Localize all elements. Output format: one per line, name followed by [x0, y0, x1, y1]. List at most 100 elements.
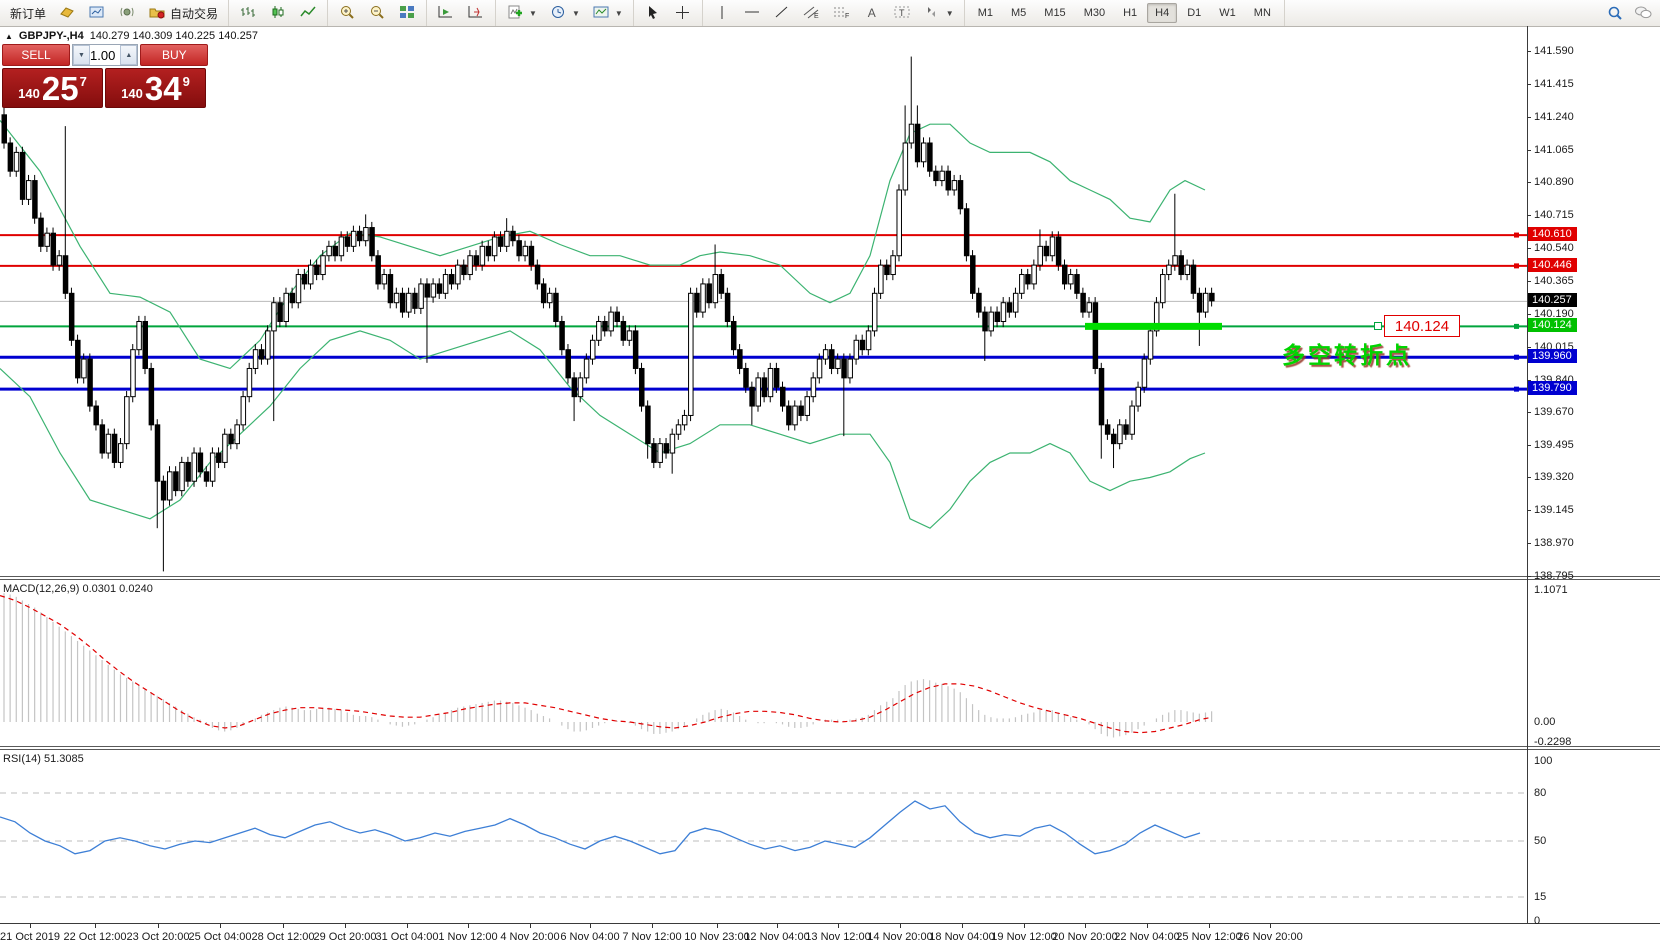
price-tick: [1527, 313, 1531, 315]
timeframe-m5[interactable]: M5: [1011, 7, 1027, 19]
price-callout-label[interactable]: 140.124: [1384, 315, 1460, 337]
volume-value[interactable]: 1.00: [90, 47, 116, 63]
price-tick: [1527, 444, 1531, 446]
timeframe-mn[interactable]: MN: [1253, 7, 1271, 19]
hline-icon[interactable]: [737, 2, 767, 24]
main-chart-pane[interactable]: [0, 28, 1527, 577]
periods-clock-icon[interactable]: ▼: [543, 2, 586, 24]
sell-price-pips: 25: [41, 70, 79, 107]
auto-trading-label: 自动交易: [170, 6, 219, 21]
crosshair-icon[interactable]: [668, 2, 698, 24]
rsi-axis-label: 15: [1534, 891, 1547, 903]
rsi-axis-label: 50: [1534, 835, 1547, 847]
timeframe-w1[interactable]: W1: [1219, 7, 1236, 19]
time-tick: [95, 924, 96, 928]
bar-chart-icon[interactable]: [233, 2, 263, 24]
timeframe-m30[interactable]: M30: [1083, 7, 1106, 19]
zoom-in-icon[interactable]: [332, 2, 362, 24]
buy-button[interactable]: BUY: [140, 44, 209, 66]
rsi-label: RSI(14) 51.3085: [3, 753, 84, 765]
auto-scroll-icon[interactable]: [431, 2, 461, 24]
arrows-icon[interactable]: ▼: [917, 2, 960, 24]
price-axis-border: [1527, 26, 1528, 923]
text-label-icon[interactable]: T: [887, 2, 917, 24]
chart-type-group: [229, 0, 329, 26]
sell-price[interactable]: 140 25 7: [2, 68, 103, 108]
time-label: 14 Nov 20:00: [867, 931, 933, 943]
time-label: 23 Oct 20:00: [126, 931, 190, 943]
rsi-axis-label: 0: [1534, 915, 1541, 927]
indicators-icon[interactable]: ▼: [500, 2, 543, 24]
time-label: 28 Oct 12:00: [251, 931, 315, 943]
time-tick: [652, 924, 653, 928]
price-tick: [1527, 411, 1531, 413]
auto-trading-button[interactable]: 自动交易: [142, 2, 224, 25]
candlestick-icon[interactable]: [263, 2, 293, 24]
macd-pane[interactable]: [0, 580, 1527, 747]
channel-icon[interactable]: E: [797, 2, 827, 24]
time-tick: [220, 924, 221, 928]
chart-shift-icon[interactable]: [461, 2, 491, 24]
buy-price[interactable]: 140 34 9: [105, 68, 206, 108]
time-tick: [590, 924, 591, 928]
trendline-icon[interactable]: [767, 2, 797, 24]
price-tick: [1527, 576, 1531, 578]
volume-down-button[interactable]: ▼: [73, 45, 90, 65]
price-tick: [1527, 50, 1531, 52]
callout-anchor-square[interactable]: [1374, 322, 1382, 330]
time-label: 18 Nov 04:00: [929, 931, 995, 943]
templates-icon[interactable]: ▼: [586, 2, 629, 24]
timeframe-m15[interactable]: M15: [1044, 7, 1066, 19]
timeframe-h4[interactable]: H4: [1147, 3, 1178, 23]
svg-text:T: T: [899, 8, 905, 18]
pane-separator-1[interactable]: [0, 576, 1660, 580]
toolbar-right: [1606, 5, 1660, 21]
time-tick: [838, 924, 839, 928]
chat-icon[interactable]: [1634, 5, 1652, 21]
price-tick-label: 139.670: [1534, 405, 1574, 418]
time-tick: [1270, 924, 1271, 928]
signals-icon[interactable]: [112, 2, 142, 24]
svg-text:F: F: [845, 13, 849, 19]
market-watch-icon[interactable]: [82, 2, 112, 24]
tile-windows-icon[interactable]: [392, 2, 422, 24]
timeframe-m1[interactable]: M1: [977, 7, 993, 19]
pane-separator-2[interactable]: [0, 746, 1660, 750]
time-label: 22 Nov 04:00: [1114, 931, 1180, 943]
sell-button[interactable]: SELL: [2, 44, 70, 66]
macd-axis-label: 1.1071: [1534, 584, 1568, 596]
price-tick: [1527, 248, 1531, 250]
time-tick: [158, 924, 159, 928]
time-tick: [345, 924, 346, 928]
rsi-pane[interactable]: [0, 750, 1527, 923]
price-tick: [1527, 182, 1531, 184]
cursor-icon[interactable]: [638, 2, 668, 24]
macd-label: MACD(12,26,9) 0.0301 0.0240: [3, 583, 153, 595]
zoom-out-icon[interactable]: [362, 2, 392, 24]
macd-axis-label: 0.00: [1534, 716, 1556, 728]
price-badge-140.446: 140.446: [1528, 257, 1577, 272]
line-chart-icon[interactable]: [293, 2, 323, 24]
price-tick: [1527, 510, 1531, 512]
time-label: 20 Nov 20:00: [1052, 931, 1118, 943]
fibonacci-icon[interactable]: F: [827, 2, 857, 24]
time-axis[interactable]: 21 Oct 2019 22 Oct 12:00 23 Oct 20:00 25 Oc…: [0, 923, 1660, 948]
price-tick-label: 140.540: [1534, 242, 1574, 255]
text-icon[interactable]: A: [867, 6, 876, 20]
timeframe-d1[interactable]: D1: [1187, 7, 1202, 19]
time-tick: [530, 924, 531, 928]
rsi-axis-label: 100: [1534, 755, 1553, 767]
price-badge-139.790: 139.790: [1528, 381, 1577, 396]
pivot-note-text[interactable]: 多空转折点: [1282, 342, 1412, 368]
timeframe-h1[interactable]: H1: [1123, 7, 1138, 19]
new-order-button[interactable]: 新订单: [4, 2, 52, 25]
chart-corner-icon: ▲: [5, 31, 13, 41]
price-badge-139.960: 139.960: [1528, 349, 1577, 364]
price-tick-label: 138.795: [1534, 570, 1574, 583]
market-order-icon[interactable]: [52, 2, 82, 24]
search-icon[interactable]: [1606, 5, 1624, 21]
volume-up-button[interactable]: ▲: [120, 45, 138, 65]
buy-price-pips: 34: [144, 70, 182, 107]
vline-icon[interactable]: [707, 2, 737, 24]
price-tick: [1527, 346, 1531, 348]
